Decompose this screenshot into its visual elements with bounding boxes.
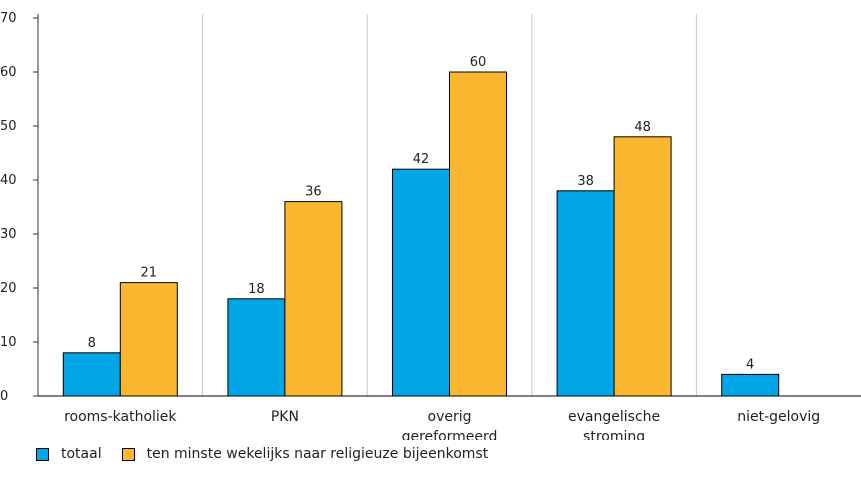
y-tick-label: 70 (0, 11, 17, 26)
legend-item-wekelijks: ten minste wekelijks naar religieuze bij… (121, 446, 489, 462)
bar (284, 201, 343, 397)
category-label-line: niet-gelovig (737, 409, 820, 425)
bar-value-label: 60 (470, 55, 487, 70)
x-axis: rooms-katholiek PKN overig gereformeerd evan… (64, 409, 820, 440)
bar-value-label: 42 (413, 152, 430, 167)
bar (227, 298, 286, 397)
y-tick-label: 0 (0, 389, 8, 404)
category-label-line: gereformeerd (402, 429, 498, 440)
data-labels: 8 21 18 36 42 60 38 48 4 (88, 55, 755, 372)
category-label-line: overig (428, 409, 472, 425)
y-tick-label: 50 (0, 119, 17, 134)
category-label: niet-gelovig (737, 409, 820, 425)
legend-label-totaal: totaal (61, 446, 102, 462)
legend-item-totaal: totaal (36, 446, 102, 462)
bar (119, 282, 178, 397)
category-label: evangelische stroming (568, 409, 660, 440)
bar (721, 373, 780, 397)
bar-value-label: 21 (141, 266, 158, 281)
y-tick-label: 20 (0, 281, 17, 296)
category-label-line: rooms-katholiek (64, 409, 177, 425)
bar-value-label: 8 (88, 336, 96, 351)
grid-lines (37, 14, 697, 396)
category-label-line: stroming (583, 429, 645, 440)
bar (392, 168, 450, 397)
legend-swatch-totaal (36, 447, 49, 461)
bars (62, 71, 780, 397)
category-label: rooms-katholiek (64, 409, 177, 425)
category-label-line: PKN (271, 409, 299, 425)
y-tick-label: 10 (0, 335, 17, 350)
bar-chart: 0 10 20 30 40 50 60 70 8 21 18 36 42 60 38 48 4 rooms-k… (0, 11, 861, 440)
category-label-line: evangelische (568, 409, 660, 425)
bar-value-label: 38 (577, 174, 594, 189)
legend-swatch-wekelijks (121, 447, 135, 461)
y-tick-label: 30 (0, 227, 17, 242)
bar-value-label: 36 (305, 185, 322, 200)
y-tick-label: 40 (0, 173, 17, 188)
category-label: overig gereformeerd (402, 409, 498, 440)
category-label: PKN (271, 409, 299, 425)
y-axis: 0 10 20 30 40 50 60 70 (0, 11, 38, 404)
bar (62, 352, 121, 397)
bar-value-label: 48 (634, 120, 651, 135)
bar-value-label: 18 (248, 282, 265, 297)
bar-value-label: 4 (746, 357, 754, 372)
bar (613, 136, 672, 397)
legend: totaal ten minste wekelijks naar religie… (36, 446, 508, 462)
bar (556, 190, 615, 397)
y-tick-label: 60 (0, 65, 17, 80)
legend-label-wekelijks: ten minste wekelijks naar religieuze bij… (146, 446, 489, 462)
bar (449, 71, 507, 397)
